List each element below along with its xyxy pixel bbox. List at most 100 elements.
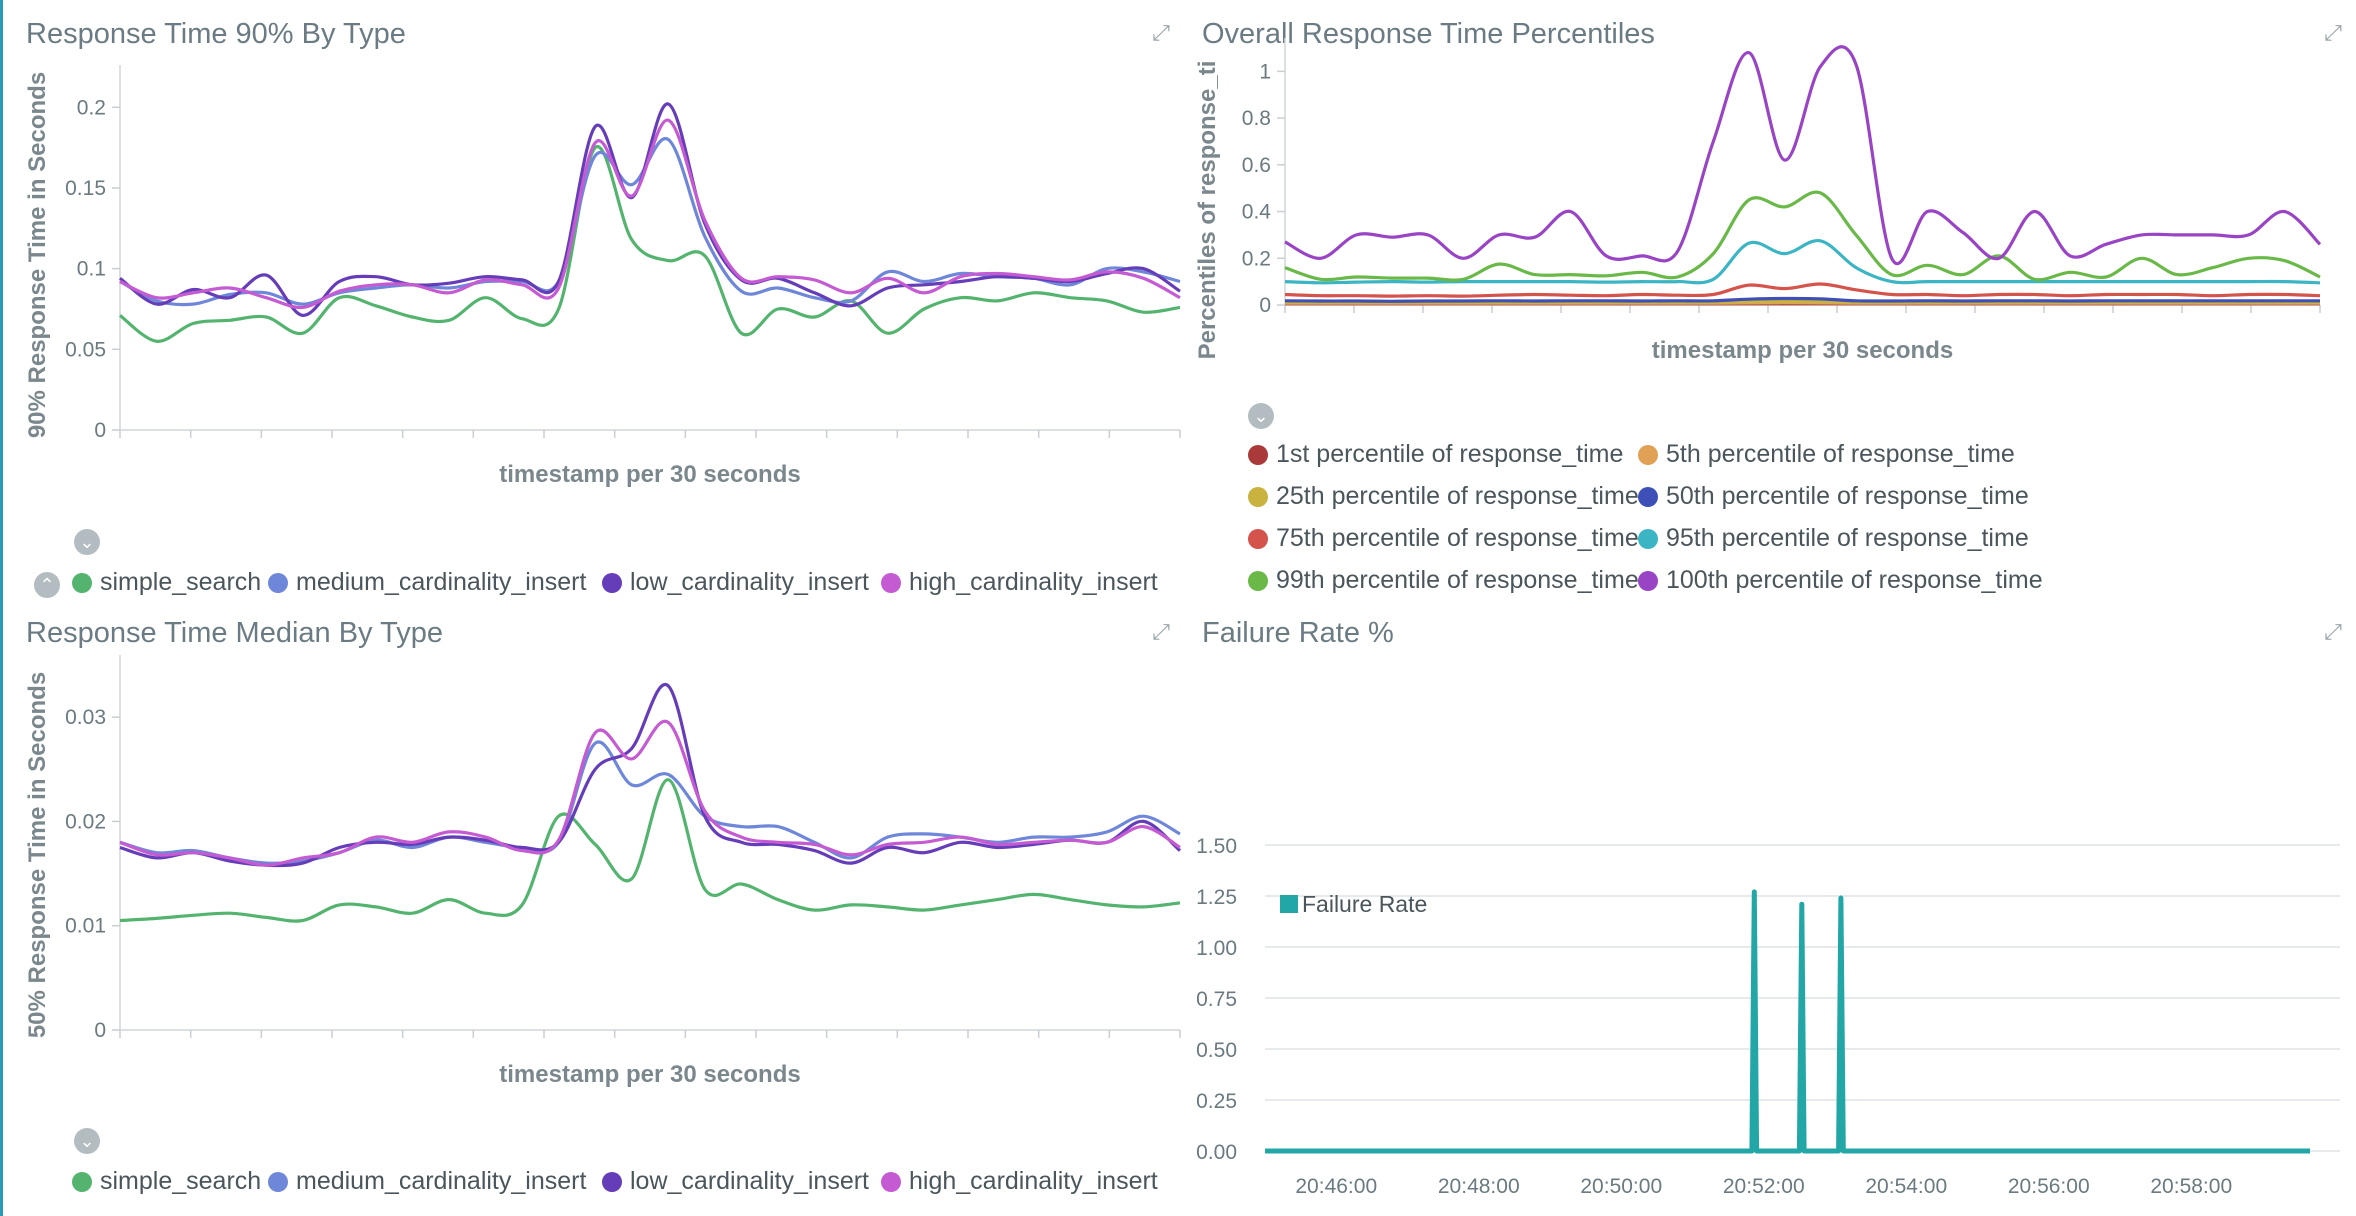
series-line-simple_search[interactable]	[119, 778, 1181, 923]
legend-item[interactable]: 50th percentile of response_time	[1638, 482, 2029, 511]
legend-dot	[1638, 486, 1658, 507]
y-tick-label: 0.05	[65, 338, 106, 361]
y-axis-label: 50% Response Time in Seconds	[24, 672, 51, 1038]
panel-failure: Failure Rate % ⤢ 0.00 0.25 0.50 0.75 1.00 1.2…	[1180, 605, 2356, 1216]
series-line-p100[interactable]	[1284, 45, 2322, 266]
legend-item[interactable]: 25th percentile of response_time	[1248, 482, 1639, 511]
expand-icon[interactable]: ⤢	[1152, 619, 1170, 644]
legend-label: low_cardinality_insert	[630, 568, 870, 596]
expand-icon[interactable]: ⤢	[1152, 20, 1170, 45]
legend-item[interactable]: simple_search	[72, 568, 261, 597]
legend-item[interactable]: 1st percentile of response_time	[1248, 440, 1623, 469]
legend-dot	[1248, 570, 1268, 591]
y-tick-label: 0.4	[1242, 201, 1272, 224]
y-tick-label: 0.50	[1196, 1039, 1237, 1062]
panel-title: Failure Rate %	[1202, 617, 1394, 649]
series-line-medium_cardinality_insert[interactable]	[119, 740, 1181, 865]
y-tick-label: 0.6	[1242, 154, 1271, 177]
legend-item[interactable]: medium_cardinality_insert	[268, 1167, 586, 1196]
legend-item[interactable]: 100th percentile of response_time	[1638, 566, 2043, 595]
legend-dot	[1248, 528, 1268, 549]
expand-icon[interactable]: ⤢	[2324, 619, 2342, 644]
legend-dot	[72, 1171, 92, 1192]
y-tick-label: 1	[1259, 60, 1271, 83]
y-tick-label: 1.25	[1196, 886, 1237, 909]
legend-label: Failure Rate	[1302, 891, 1427, 917]
legend-label: low_cardinality_insert	[630, 1167, 870, 1195]
y-tick-label: 0	[94, 1019, 106, 1042]
series-line-p99[interactable]	[1284, 190, 2321, 282]
legend-label: high_cardinality_insert	[909, 568, 1158, 596]
legend-dot	[602, 1171, 622, 1192]
legend-label: 95th percentile of response_time	[1666, 524, 2029, 552]
chart-failure: 0.00 0.25 0.50 0.75 1.00 1.25 1.50 20:46:00 20:4…	[1196, 835, 2340, 1198]
legend-swatch	[1280, 895, 1298, 913]
series-line-p50[interactable]	[1284, 296, 2320, 303]
panel-title: Overall Response Time Percentiles	[1202, 18, 1655, 50]
legend-dot	[1638, 444, 1658, 465]
x-tick-label: 20:58:00	[2150, 1175, 2232, 1198]
y-tick-label: 0	[1259, 294, 1271, 317]
chevron-up-icon[interactable]: ⌃	[34, 572, 60, 598]
chart-p90: 0 0.05 0.1 0.15 0.2 timestamp per 30 seconds 9…	[24, 65, 1181, 488]
series-line-p75[interactable]	[1284, 282, 2321, 298]
chart-overall: 0 0.2 0.4 0.6 0.8 1 timestamp per 30 seconds Pe…	[1194, 38, 2322, 364]
legend-dot	[881, 1171, 901, 1192]
series-line-high_cardinality_insert[interactable]	[119, 719, 1181, 867]
legend-p90: simple_search medium_cardinality_insert lo…	[72, 568, 1182, 602]
series-line-low_cardinality_insert[interactable]	[119, 682, 1182, 868]
y-tick-label: 0.00	[1196, 1141, 1237, 1164]
y-tick-label: 0.02	[65, 810, 106, 833]
legend-dot	[1638, 528, 1658, 549]
legend-item[interactable]: low_cardinality_insert	[602, 1167, 869, 1196]
y-tick-label: 0.25	[1196, 1090, 1237, 1113]
expand-icon[interactable]: ⤢	[2324, 20, 2342, 45]
y-tick-label: 0.8	[1242, 107, 1271, 130]
legend-label: 25th percentile of response_time	[1276, 482, 1639, 510]
legend-label: 75th percentile of response_time	[1276, 524, 1639, 552]
series-line-simple_search[interactable]	[119, 145, 1181, 343]
legend-label: 5th percentile of response_time	[1666, 440, 2015, 468]
y-tick-label: 0.2	[1242, 247, 1271, 270]
series-line-medium_cardinality_insert[interactable]	[119, 137, 1181, 307]
legend-item[interactable]: low_cardinality_insert	[602, 568, 869, 597]
y-tick-label: 0.75	[1196, 988, 1237, 1011]
x-tick-label: 20:50:00	[1580, 1175, 1662, 1198]
chevron-down-icon[interactable]: ⌄	[74, 1128, 100, 1154]
chevron-down-icon[interactable]: ⌄	[74, 529, 100, 555]
panel-title: Response Time Median By Type	[26, 617, 443, 649]
legend-label: simple_search	[100, 568, 262, 596]
series-line-low_cardinality_insert[interactable]	[119, 102, 1181, 317]
x-axis-label: timestamp per 30 seconds	[499, 461, 800, 488]
series-line-failure[interactable]	[1265, 889, 2310, 1154]
legend-label: medium_cardinality_insert	[296, 568, 587, 596]
y-tick-label: 1.50	[1196, 835, 1237, 858]
y-axis-label: 90% Response Time in Seconds	[24, 72, 51, 438]
legend-label: 100th percentile of response_time	[1666, 566, 2043, 594]
x-tick-label: 20:56:00	[2008, 1175, 2090, 1198]
legend-item[interactable]: 99th percentile of response_time	[1248, 566, 1639, 595]
chevron-down-icon[interactable]: ⌄	[1248, 403, 1274, 429]
legend-label: 1st percentile of response_time	[1276, 440, 1624, 468]
legend-dot	[268, 572, 288, 593]
legend-item[interactable]: high_cardinality_insert	[881, 1167, 1158, 1196]
legend-item[interactable]: 95th percentile of response_time	[1638, 524, 2029, 553]
legend-item[interactable]: high_cardinality_insert	[881, 568, 1158, 597]
series-line-p95[interactable]	[1284, 239, 2321, 285]
panel-p90: Response Time 90% By Type ⤢ 0 0.05 0.1 0.15…	[0, 0, 1182, 605]
legend-item[interactable]: 5th percentile of response_time	[1638, 440, 2015, 469]
y-tick-label: 0	[94, 419, 106, 442]
legend-item[interactable]: medium_cardinality_insert	[268, 568, 586, 597]
legend-item[interactable]: 75th percentile of response_time	[1248, 524, 1639, 553]
y-tick-label: 1.00	[1196, 937, 1237, 960]
legend-dot	[268, 1171, 288, 1192]
legend-dot	[1248, 444, 1268, 465]
legend-label: 99th percentile of response_time	[1276, 566, 1639, 594]
legend-dot	[602, 572, 622, 593]
legend-item[interactable]: simple_search	[72, 1167, 261, 1196]
y-tick-label: 0.1	[77, 258, 106, 281]
x-axis-label: timestamp per 30 seconds	[499, 1061, 800, 1088]
x-tick-label: 20:54:00	[1865, 1175, 1947, 1198]
series-line-high_cardinality_insert[interactable]	[119, 118, 1181, 310]
legend-label: medium_cardinality_insert	[296, 1167, 587, 1195]
